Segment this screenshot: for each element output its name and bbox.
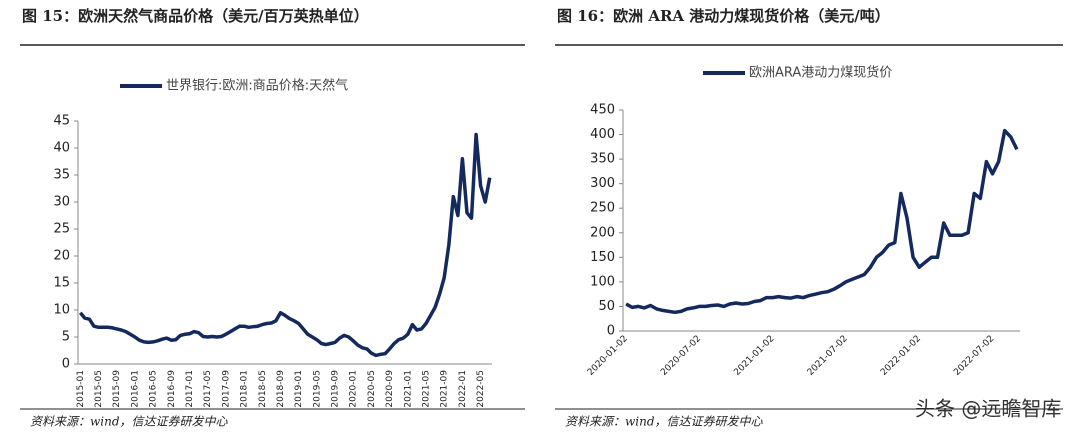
x-tick-label: 2018-09	[276, 370, 286, 408]
y-tick-label: 150	[590, 250, 615, 265]
y-tick-label: 400	[590, 127, 615, 142]
x-tick-label: 2020-01-02	[586, 334, 630, 378]
y-tick-label: 250	[590, 201, 615, 216]
y-tick-label: 35	[53, 168, 70, 183]
x-tick-label: 2019-05	[312, 370, 322, 408]
source-note: 资料来源：wind，信达证券研发中心	[565, 415, 764, 429]
y-tick-label: 40	[53, 141, 70, 156]
legend-label: 欧洲ARA港动力煤现货价	[749, 65, 892, 81]
x-tick-label: 2017-01	[185, 370, 195, 408]
y-tick-label: 0	[62, 357, 70, 372]
x-tick-label: 2022-01	[458, 370, 468, 408]
x-tick-label: 2020-01	[349, 370, 359, 408]
x-tick-label: 2017-05	[203, 370, 213, 408]
source-note: 资料来源：wind，信达证券研发中心	[30, 415, 229, 429]
x-tick-label: 2021-09	[440, 370, 450, 408]
x-tick-label: 2018-05	[258, 370, 268, 408]
chart-title: 图 15：欧洲天然气商品价格（美元/百万英热单位）	[22, 7, 369, 25]
x-tick-label: 2016-01	[130, 370, 140, 408]
x-tick-label: 2015-05	[94, 370, 104, 408]
line-series	[78, 132, 492, 358]
chart-title: 图 16：欧洲 ARA 港动力煤现货价格（美元/吨）	[557, 7, 890, 25]
y-tick-label: 25	[53, 222, 70, 237]
y-tick-label: 450	[590, 103, 615, 118]
y-tick-label: 200	[590, 225, 615, 240]
x-tick-label: 2015-09	[112, 370, 122, 408]
x-tick-label: 2021-01-02	[732, 334, 776, 378]
y-tick-label: 5	[62, 330, 70, 345]
x-tick-label: 2019-01	[294, 370, 304, 408]
x-tick-label: 2016-05	[149, 370, 159, 408]
x-tick-label: 2021-05	[422, 370, 432, 408]
x-tick-label: 2017-09	[221, 370, 231, 408]
x-tick-label: 2018-01	[240, 370, 250, 408]
y-tick-label: 0	[607, 324, 615, 339]
y-tick-label: 300	[590, 176, 615, 191]
x-tick-label: 2021-07-02	[806, 334, 850, 378]
x-tick-label: 2016-09	[167, 370, 177, 408]
x-tick-label: 2020-09	[385, 370, 395, 408]
x-tick-label: 2021-01	[403, 370, 413, 408]
x-tick-label: 2022-07-02	[952, 334, 996, 378]
line-series	[625, 128, 1019, 315]
x-tick-label: 2022-01-02	[879, 334, 923, 378]
y-tick-label: 45	[53, 114, 70, 129]
y-tick-label: 15	[53, 276, 70, 291]
x-tick-label: 2015-01	[76, 370, 86, 408]
legend-label: 世界银行:欧洲:商品价格:天然气	[166, 78, 348, 94]
y-tick-label: 10	[53, 303, 70, 318]
y-tick-label: 30	[53, 195, 70, 210]
y-tick-label: 50	[598, 299, 615, 314]
y-tick-label: 100	[590, 274, 615, 289]
x-tick-label: 2020-07-02	[659, 334, 703, 378]
y-tick-label: 350	[590, 152, 615, 167]
y-tick-label: 20	[53, 249, 70, 264]
x-tick-label: 2022-05	[476, 370, 486, 408]
x-tick-label: 2020-05	[367, 370, 377, 408]
x-tick-label: 2019-09	[331, 370, 341, 408]
